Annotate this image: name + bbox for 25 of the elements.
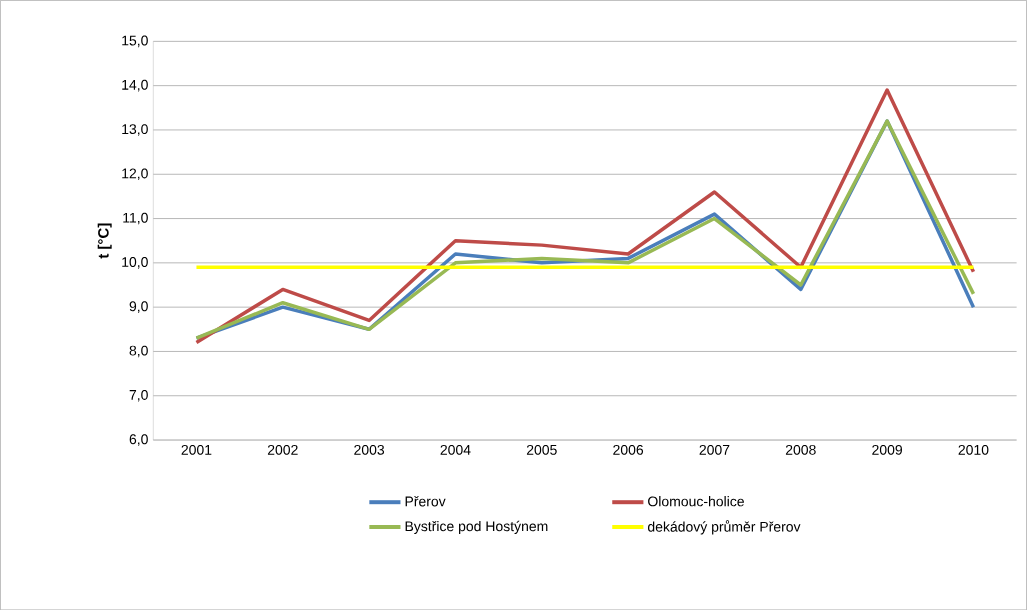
y-tick-label: 8,0 [129,345,148,358]
y-tick-label: 10,0 [122,256,148,269]
y-tick-label: 14,0 [122,79,148,92]
y-tick-label: 13,0 [122,124,148,136]
legend-label: Olomouc-holice [648,495,744,507]
x-tick-label: 2001 [181,444,212,455]
y-tick-label: 7,0 [129,389,148,402]
y-tick-label: 6,0 [129,434,148,446]
x-tick-label: 2009 [872,444,903,455]
y-tick-label: 15,0 [122,35,148,47]
y-tick-label: 11,0 [123,212,148,225]
y-tick-label: 12,0 [122,168,148,180]
x-tick-label: 2003 [354,444,385,455]
x-tick-label: 2010 [958,444,989,455]
x-tick-label: 2006 [613,444,644,455]
y-tick-label: 9,0 [129,301,148,313]
y-axis-title: t [°C] [97,223,112,259]
legend-label: Bystřice pod Hostýnem [405,520,548,534]
legend-label: dekádový průměr Přerov [648,520,801,535]
x-tick-label: 2002 [267,444,298,455]
x-tick-label: 2004 [440,444,471,455]
x-tick-label: 2008 [785,444,816,455]
x-tick-label: 2005 [526,444,557,455]
x-tick-label: 2007 [699,444,730,455]
legend-label: Přerov [405,495,446,507]
